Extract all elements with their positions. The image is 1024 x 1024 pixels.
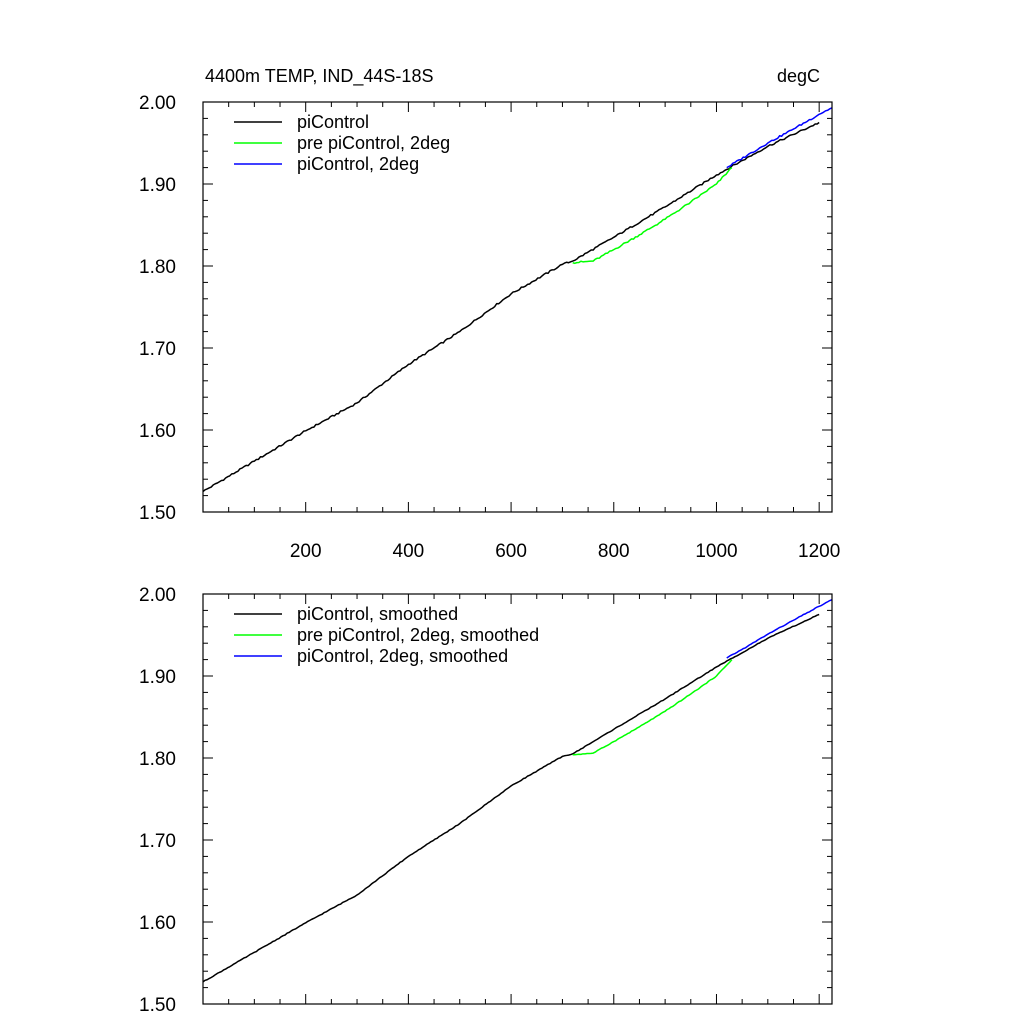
y-tick-label: 1.50 [139, 995, 176, 1016]
series-line [202, 121, 820, 493]
y-tick-label: 1.70 [139, 339, 176, 360]
y-tick-label: 1.50 [139, 503, 176, 524]
top-panel-series [202, 107, 833, 493]
units-label: degC [777, 66, 820, 86]
bottom-plot-frame [202, 593, 833, 1005]
x-tick-label: 1200 [798, 541, 840, 562]
x-tick-label: 600 [495, 541, 527, 562]
y-tick-label: 1.80 [139, 257, 176, 278]
x-tick-label: 800 [598, 541, 630, 562]
series-line [726, 107, 833, 169]
bottom-panel-ticks: 1.50 1.60 1.70 1.80 1.90 2.00 [139, 585, 832, 1016]
legend-label: pre piControl, 2deg [297, 133, 450, 153]
series-line [572, 166, 733, 265]
series-line [572, 659, 733, 756]
legend-label: pre piControl, 2deg, smoothed [297, 625, 539, 645]
y-tick-label: 1.80 [139, 749, 176, 770]
y-tick-label: 1.70 [139, 831, 176, 852]
series-line [202, 613, 820, 983]
x-tick-label: 400 [393, 541, 425, 562]
chart-title: 4400m TEMP, IND_44S-18S [205, 66, 433, 87]
bottom-panel-series [202, 599, 833, 983]
y-tick-label: 1.60 [139, 913, 176, 934]
y-tick-label: 2.00 [139, 93, 176, 114]
bottom-panel: 1.50 1.60 1.70 1.80 1.90 2.00 piControl, smoo… [139, 585, 833, 1016]
top-panel: 4400m TEMP, IND_44S-18S degC 200 400 600 80… [139, 66, 840, 562]
top-panel-ticks: 200 400 600 800 1000 1200 1.50 1.60 1.70 1.80 1.90… [139, 93, 840, 562]
x-tick-label: 200 [290, 541, 322, 562]
x-tick-label: 1000 [695, 541, 737, 562]
legend-label: piControl [297, 112, 369, 132]
y-tick-label: 1.90 [139, 175, 176, 196]
y-tick-label: 1.90 [139, 667, 176, 688]
legend-label: piControl, smoothed [297, 604, 458, 624]
top-plot-frame [202, 101, 833, 513]
legend-label: piControl, 2deg [297, 154, 419, 174]
y-tick-label: 2.00 [139, 585, 176, 606]
y-tick-label: 1.60 [139, 421, 176, 442]
series-line [726, 599, 833, 659]
legend-label: piControl, 2deg, smoothed [297, 646, 508, 666]
